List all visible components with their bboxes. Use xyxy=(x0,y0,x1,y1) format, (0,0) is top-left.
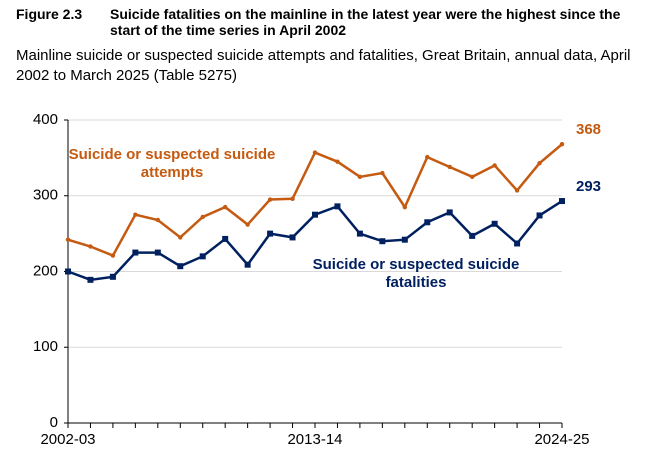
y-tick-label: 200 xyxy=(33,262,58,279)
point xyxy=(312,211,318,218)
point xyxy=(290,196,295,201)
series-label: Suicide or suspected suicide attempts xyxy=(68,146,276,181)
point xyxy=(88,244,93,249)
point xyxy=(537,160,542,166)
point xyxy=(401,236,408,243)
chart-title: Suicide fatalities on the mainline in th… xyxy=(110,6,621,38)
point xyxy=(110,253,116,258)
figure-label: Figure 2.3 xyxy=(16,6,83,22)
point xyxy=(469,174,475,180)
point xyxy=(491,220,498,227)
point xyxy=(132,249,139,256)
point xyxy=(357,174,363,180)
point xyxy=(559,142,565,147)
point xyxy=(402,204,408,210)
point xyxy=(446,209,453,216)
x-tick-label: 2002-03 xyxy=(40,431,95,448)
series-label: Suicide or suspected suicide fatalities xyxy=(312,256,520,291)
point xyxy=(133,212,138,217)
y-tick-label: 400 xyxy=(33,111,58,128)
point xyxy=(492,163,497,168)
point xyxy=(380,170,385,176)
point xyxy=(154,249,161,256)
y-tick-label: 100 xyxy=(33,338,58,355)
point xyxy=(356,230,363,237)
point xyxy=(65,237,71,242)
point xyxy=(177,263,184,270)
y-tick-label: 300 xyxy=(33,187,58,204)
point xyxy=(447,164,452,170)
point xyxy=(469,232,476,239)
point xyxy=(178,235,183,240)
point xyxy=(536,212,543,219)
point xyxy=(379,238,386,245)
point xyxy=(334,203,341,210)
point xyxy=(267,230,274,237)
x-tick-label: 2024-25 xyxy=(534,431,589,448)
point xyxy=(222,235,229,242)
point xyxy=(87,276,94,283)
chart-subtitle: Mainline suicide or suspected suicide at… xyxy=(16,47,631,84)
point xyxy=(514,188,520,193)
point xyxy=(200,214,205,220)
point xyxy=(267,197,273,202)
point xyxy=(312,150,318,155)
point xyxy=(245,222,250,227)
point xyxy=(109,273,116,280)
point xyxy=(155,217,161,223)
point xyxy=(199,253,206,260)
y-tick-label: 0 xyxy=(50,414,58,431)
point xyxy=(289,234,296,241)
point xyxy=(424,219,431,226)
point xyxy=(425,154,430,160)
point xyxy=(559,198,565,205)
x-tick-label: 2013-14 xyxy=(287,431,342,448)
point xyxy=(244,261,251,268)
data-label: 293 xyxy=(576,178,601,195)
point xyxy=(222,204,228,210)
point xyxy=(65,268,71,275)
data-label: 368 xyxy=(576,121,601,138)
point xyxy=(514,240,521,247)
point xyxy=(335,159,340,164)
